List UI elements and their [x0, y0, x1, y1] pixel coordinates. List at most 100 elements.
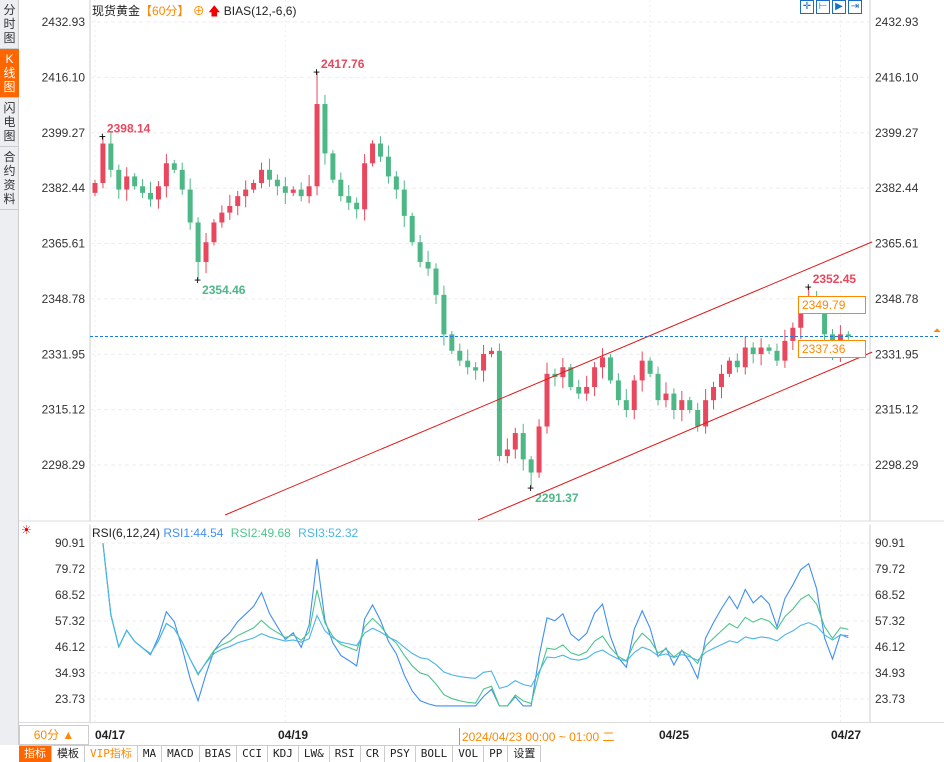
candle [695, 410, 701, 427]
candle [401, 189, 407, 216]
tab-flash[interactable]: 闪电图 [0, 98, 19, 147]
candle [496, 350, 502, 457]
trend-channel-line [477, 351, 873, 521]
extreme-label: 2398.14 [107, 121, 151, 135]
candle [703, 400, 709, 427]
candle [187, 189, 193, 223]
candle [734, 360, 740, 368]
candle [266, 169, 272, 180]
indicator-label: BIAS(12,-6,6) [223, 4, 297, 18]
indicator-tab[interactable]: VIP指标 [85, 746, 138, 762]
candle [338, 179, 344, 197]
candle [758, 347, 764, 355]
candle [822, 308, 828, 335]
candle [631, 380, 637, 411]
candle [195, 222, 201, 262]
candle [536, 426, 542, 473]
candle [639, 360, 645, 381]
candle [687, 400, 693, 411]
rsi-tick-label: 57.32 [55, 614, 85, 628]
candle [584, 386, 590, 394]
pane-gap [19, 521, 944, 525]
extreme-marker: + [313, 65, 320, 79]
add-icon[interactable]: ⊕ [192, 4, 205, 18]
indicator-tab[interactable]: PSY [385, 746, 416, 762]
indicator-tab[interactable]: BOLL [416, 746, 454, 762]
candle [766, 347, 772, 351]
indicator-tab[interactable]: 指标 [19, 746, 52, 762]
candle [219, 212, 225, 223]
candle [457, 350, 463, 361]
settings-sun-icon[interactable]: ☀ [21, 523, 32, 537]
candle [576, 386, 582, 394]
candle [140, 186, 146, 193]
candle [243, 189, 249, 197]
rsi-tick-label: 90.91 [55, 536, 85, 550]
indicator-tab[interactable]: MA [138, 746, 163, 762]
y-tick-label: 2331.95 [875, 347, 919, 361]
candle [520, 433, 526, 460]
indicator-tab[interactable]: VOL [453, 746, 485, 762]
candle [718, 373, 724, 387]
y-tick-label: 2399.27 [875, 126, 919, 140]
symbol-name: 现货黄金 [92, 4, 141, 18]
tab-timeshare[interactable]: 分时图 [0, 0, 19, 49]
indicator-tab[interactable]: 设置 [508, 746, 542, 762]
indicator-toolbar: 指标 模板 VIP指标 MA MACD BIAS CCI KDJ LW& RSI CR PSY BOLL… [19, 745, 542, 762]
indicator-tab[interactable]: BIAS [200, 746, 238, 762]
crosshair-icon[interactable]: ✛ [800, 0, 814, 14]
extreme-label: 2354.46 [202, 283, 246, 297]
indicator-tab[interactable]: RSI [330, 746, 361, 762]
candle [251, 182, 257, 190]
candle [623, 400, 629, 411]
exit-icon[interactable]: ⇥ [848, 0, 862, 14]
candle [298, 189, 304, 197]
candle [417, 242, 423, 262]
candle [671, 393, 677, 411]
kline-chart[interactable]: 2432.93 2432.93 2416.10 2416.10 2399.27 2399.… [19, 0, 944, 722]
period-label: 【60分】 [140, 4, 190, 18]
extreme-marker: + [99, 129, 106, 143]
tab-kline[interactable]: K线图 [0, 49, 19, 98]
y-tick-label: 2432.93 [42, 15, 86, 29]
y-tick-label: 2315.12 [42, 403, 86, 417]
y-tick-label: 2399.27 [42, 126, 86, 140]
extreme-label: 2352.45 [813, 272, 857, 286]
candle [203, 242, 209, 262]
indicator-tab[interactable]: CR [361, 746, 385, 762]
candle [742, 347, 748, 368]
indicator-tab[interactable]: PP [484, 746, 509, 762]
candle [354, 202, 360, 210]
extreme-marker: + [527, 481, 534, 495]
candle [211, 222, 217, 243]
candle [322, 104, 328, 154]
y-tick-label: 2348.78 [42, 292, 86, 306]
arrow-up-icon[interactable]: 🡅 [208, 4, 221, 18]
indicator-tab[interactable]: KDJ [268, 746, 299, 762]
x-axis: 60分 ▲ 04/17 04/19 2024/04/23 00:00 ~ 01:… [19, 722, 944, 745]
rsi-tick-label: 68.52 [55, 588, 85, 602]
y-tick-label: 2298.29 [42, 458, 86, 472]
candle [409, 215, 415, 243]
candle [259, 169, 265, 183]
candle [346, 196, 352, 203]
candle [362, 163, 368, 210]
last-price-label: 2337.36 [798, 340, 866, 358]
tab-contract-info[interactable]: 合约资料 [0, 147, 19, 210]
candle [592, 367, 598, 387]
period-button[interactable]: 60分 ▲ [19, 725, 89, 745]
play-range-icon[interactable]: ▶ [832, 0, 846, 14]
zoom-range-icon[interactable]: ⊢ [816, 0, 830, 14]
rsi1-line [102, 542, 849, 707]
indicator-tab[interactable]: LW& [299, 746, 330, 762]
indicator-tab[interactable]: 模板 [52, 746, 85, 762]
indicator-tab[interactable]: CCI [237, 746, 268, 762]
candle [655, 373, 661, 401]
candle [163, 163, 169, 187]
indicator-tab[interactable]: MACD [162, 746, 200, 762]
rsi-tick-label: 34.93 [875, 666, 905, 680]
candle [473, 367, 479, 371]
candle [282, 186, 288, 193]
candle [774, 350, 780, 361]
candle [679, 400, 685, 411]
